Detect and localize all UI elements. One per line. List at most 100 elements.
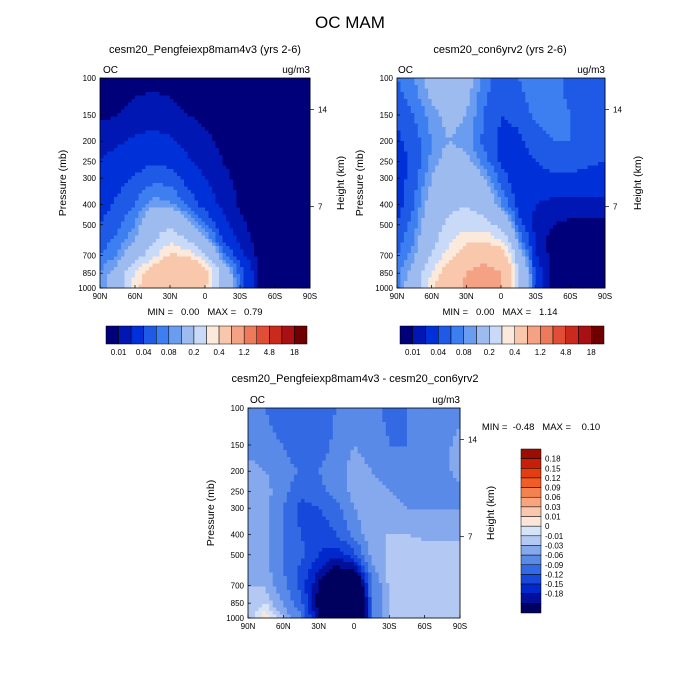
contour-cell: [114, 134, 118, 138]
contour-cell: [149, 260, 153, 264]
contour-cell: [466, 81, 471, 86]
contour-cell: [110, 253, 115, 257]
contour-cell: [240, 200, 244, 205]
contour-cell: [452, 92, 457, 96]
contour-cell: [271, 172, 276, 177]
contour-cell: [173, 85, 178, 89]
contour-cell: [208, 165, 213, 170]
contour-cell: [215, 284, 220, 289]
contour-cell: [442, 120, 447, 124]
contour-cell: [591, 134, 596, 138]
contour-cell: [264, 169, 269, 173]
contour-cell: [594, 123, 599, 128]
contour-cell: [518, 88, 523, 93]
contour-cell: [142, 172, 146, 177]
contour-cell: [117, 144, 122, 149]
contour-cell: [483, 88, 488, 93]
contour-cell: [299, 281, 304, 285]
contour-cell: [100, 81, 104, 86]
contour-cell: [462, 99, 467, 103]
contour-cell: [594, 85, 599, 89]
contour-cell: [292, 204, 297, 208]
contour-cell: [424, 102, 429, 107]
contour-cell: [511, 134, 516, 138]
contour-cell: [243, 92, 248, 96]
contour-cell: [247, 274, 251, 278]
contour-cell: [521, 95, 526, 100]
contour-cell: [222, 169, 227, 173]
contour-cell: [501, 148, 505, 152]
contour-cell: [528, 148, 533, 152]
contour-cell: [483, 127, 488, 131]
contour-cell: [131, 200, 136, 205]
contour-cell: [159, 102, 164, 107]
contour-cell: [156, 120, 160, 124]
contour-cell: [268, 85, 272, 89]
contour-cell: [187, 274, 192, 278]
contour-cell: [198, 165, 202, 170]
contour-cell: [504, 85, 509, 89]
contour-cell: [184, 260, 188, 264]
contour-cell: [261, 211, 265, 215]
contour-cell: [180, 204, 185, 208]
contour-cell: [222, 172, 227, 177]
contour-cell: [191, 134, 195, 138]
contour-cell: [501, 120, 505, 124]
contour-cell: [518, 123, 523, 128]
contour-cell: [254, 193, 258, 198]
contour-cell: [180, 155, 185, 159]
contour-cell: [278, 186, 283, 191]
contour-cell: [306, 239, 311, 243]
contour-cell: [205, 242, 209, 247]
contour-cell: [299, 179, 304, 184]
contour-cell: [254, 281, 258, 285]
contour-cell: [166, 246, 171, 250]
contour-cell: [163, 239, 167, 243]
contour-cell: [173, 263, 178, 268]
contour-cell: [438, 109, 443, 114]
contour-cell: [110, 228, 115, 233]
contour-cell: [152, 179, 157, 184]
contour-cell: [566, 106, 571, 110]
contour-cell: [194, 183, 199, 187]
contour-cell: [107, 123, 111, 128]
contour-cell: [494, 127, 499, 131]
contour-cell: [261, 176, 265, 180]
contour-cell: [580, 123, 585, 128]
contour-cell: [473, 113, 478, 117]
contour-cell: [198, 99, 202, 103]
contour-cell: [306, 158, 311, 163]
contour-cell: [247, 172, 251, 177]
contour-cell: [257, 277, 262, 282]
contour-cell: [103, 232, 108, 236]
contour-cell: [240, 148, 244, 152]
contour-cell: [278, 92, 283, 96]
contour-cell: [208, 253, 213, 257]
contour-cell: [152, 204, 157, 208]
contour-cell: [226, 137, 230, 142]
contour-cell: [282, 113, 286, 117]
contour-cell: [303, 78, 307, 82]
contour-cell: [187, 284, 192, 289]
contour-cell: [264, 263, 269, 268]
contour-cell: [215, 186, 220, 191]
contour-cell: [289, 113, 293, 117]
contour-cell: [243, 85, 248, 89]
contour-cell: [417, 141, 422, 145]
contour-cell: [194, 158, 199, 163]
contour-cell: [511, 92, 516, 96]
contour-cell: [466, 123, 471, 128]
contour-cell: [166, 148, 171, 152]
contour-cell: [107, 78, 111, 82]
contour-cell: [103, 225, 108, 229]
contour-cell: [177, 148, 181, 152]
contour-cell: [131, 256, 136, 261]
contour-cell: [201, 242, 206, 247]
contour-cell: [110, 193, 115, 198]
contour-cell: [142, 186, 146, 191]
contour-cell: [152, 200, 157, 205]
contour-cell: [184, 193, 188, 198]
contour-cell: [149, 123, 153, 128]
contour-cell: [535, 144, 540, 149]
colorbar-box: [269, 325, 283, 345]
